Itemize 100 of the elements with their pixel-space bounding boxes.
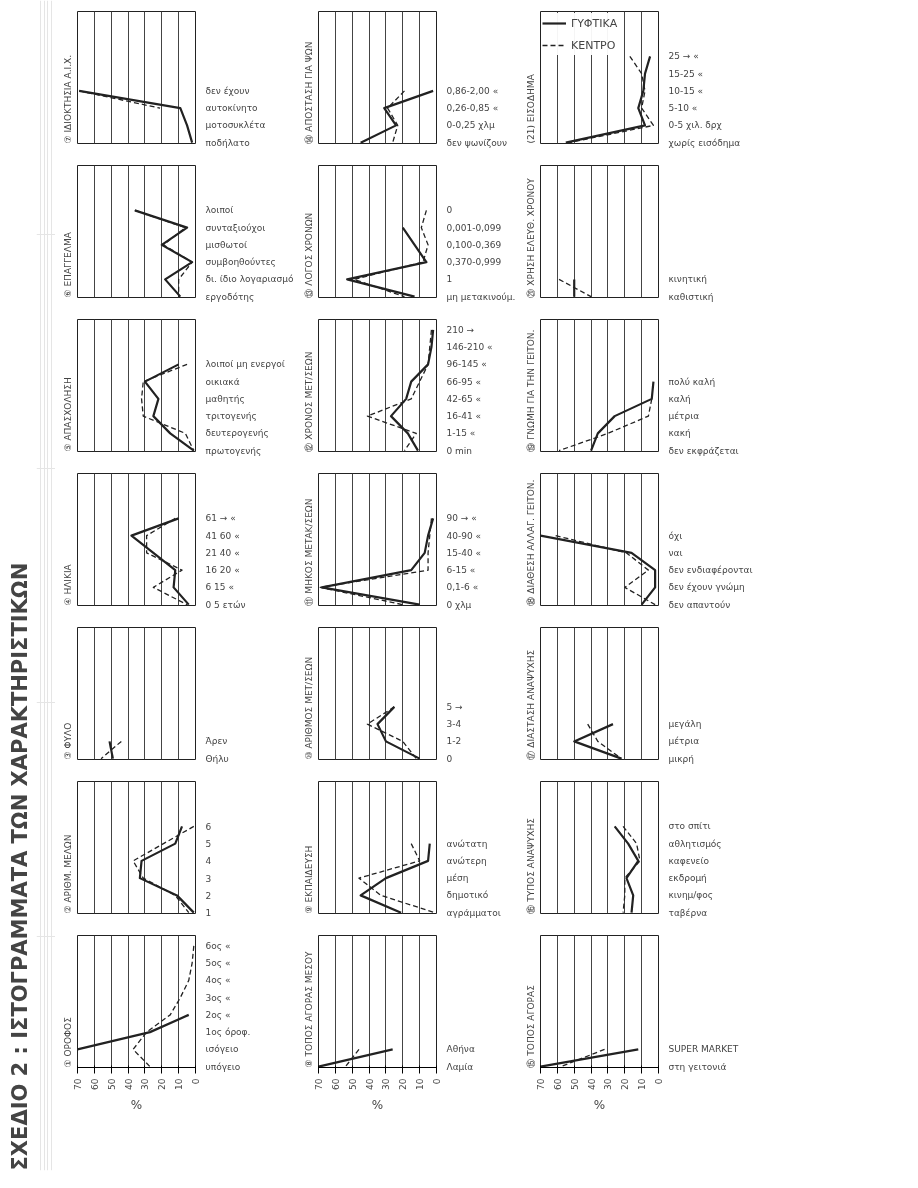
y-tick-label: 1-15 « xyxy=(446,428,476,439)
y-tick-label: στο σπίτι xyxy=(668,821,711,832)
y-tick-label: 5 xyxy=(205,839,212,850)
legend-label: ΓΥΦΤΙΚΑ xyxy=(571,16,618,30)
y-tick-label: μοτοσυκλέτα xyxy=(205,120,266,131)
y-tick-label: εργοδότης xyxy=(205,291,255,302)
x-tick-label: 70 xyxy=(73,1078,83,1090)
text: ⑩ ΑΡΙΘΜΟΣ ΜΕΤ/ΣΕΩΝ xyxy=(303,656,314,760)
y-tick-label: κακή xyxy=(668,428,691,439)
y-tick-label: αυτοκίνητο xyxy=(205,103,259,114)
y-tick-label: δημοτικό xyxy=(446,890,489,901)
y-tick-label: κινημ/φος xyxy=(668,890,714,901)
x-tick-label: 50 xyxy=(569,1078,580,1090)
x-tick-label: 40 xyxy=(364,1078,375,1090)
x-tick-label: 10 xyxy=(637,1078,648,1090)
y-tick-label: 3ος « xyxy=(205,992,231,1003)
y-tick-label: 21 40 « xyxy=(205,547,240,558)
y-tick-label: 210 → xyxy=(446,324,475,335)
y-tick-label: 0 χλμ xyxy=(446,599,472,610)
chart-title: ⑧ ΤΟΠΟΣ ΑΓΟΡΑΣ ΜΕΣΟΥ xyxy=(303,950,314,1068)
y-tick-label: 1 xyxy=(205,908,212,919)
y-tick-label: δεν έχουν xyxy=(205,85,250,96)
y-tick-label: συμβοηθούντες xyxy=(205,257,276,268)
y-tick-label: 146-210 « xyxy=(446,342,493,353)
x-tick-label: 0 xyxy=(432,1078,442,1085)
y-tick-label: μέτρια xyxy=(668,411,700,422)
y-tick-label: αγράμματοι xyxy=(446,907,501,918)
y-tick-label: SUPER MARKET xyxy=(668,1044,739,1055)
y-tick-label: ανώτατη xyxy=(446,838,488,849)
text: ① ΟΡΟΦΟΣ xyxy=(62,1016,73,1068)
chart-title: ⑮ ΤΟΠΟΣ ΑΓΟΡΑΣ xyxy=(525,984,536,1068)
y-tick-label: ταβέρνα xyxy=(668,907,708,918)
x-tick-label: 30 xyxy=(381,1078,392,1090)
y-tick-label: 42-65 « xyxy=(446,393,482,404)
y-tick-label: κινητική xyxy=(668,274,708,285)
y-tick-label: μαθητής xyxy=(205,393,245,404)
x-tick-label: 20 xyxy=(157,1078,168,1090)
text: ⑯ ΤΥΠΟΣ ΑΝΑΨΥΧΗΣ xyxy=(525,817,536,914)
y-tick-label: 96-145 « xyxy=(446,359,487,370)
y-tick-label: 10-15 « xyxy=(668,85,704,96)
y-tick-label: εκδρομή xyxy=(668,873,707,884)
x-tick-label: 10 xyxy=(174,1078,185,1090)
x-tick-label: 70 xyxy=(314,1078,324,1090)
text: ΣΧΕΔΙΟ 2 : ΙΣΤΟΓΡΑΜΜΑΤΑ ΤΩΝ ΧΑΡΑΚΤΗΡΙΣΤΙΚΩΝ xyxy=(7,562,32,1171)
y-tick-label: 6ος « xyxy=(205,940,231,951)
x-tick-label: 70 xyxy=(536,1078,546,1090)
y-tick-label: 1-2 xyxy=(446,736,462,747)
x-tick-label: 20 xyxy=(398,1078,409,1090)
y-tick-label: 0,001-0,099 xyxy=(446,222,502,233)
y-tick-label: αθλητισμός xyxy=(668,838,722,849)
y-tick-label: 1ος όροφ. xyxy=(205,1027,251,1038)
y-tick-label: τριτογενής xyxy=(205,411,257,422)
text: ⑤ ΑΠΑΣΧΟΛΗΣΗ xyxy=(62,377,73,452)
x-tick-label: 40 xyxy=(586,1078,597,1090)
y-tick-label: 5-10 « xyxy=(668,103,698,114)
y-tick-label: υπόγειο xyxy=(205,1061,241,1072)
y-tick-label: δι. ίδιο λογαριασμό xyxy=(205,274,294,285)
y-tick-label: 3 xyxy=(205,873,212,884)
y-tick-label: 4ος « xyxy=(205,975,231,986)
y-tick-label: χωρίς εισόδημα xyxy=(668,137,741,148)
y-tick-label: 4 xyxy=(205,856,212,867)
y-tick-label: 0,86-2,00 « xyxy=(446,85,499,96)
x-tick-label: 50 xyxy=(347,1078,358,1090)
y-tick-label: 5ος « xyxy=(205,958,231,969)
y-tick-label: 41 60 « xyxy=(205,530,240,541)
x-tick-label: 40 xyxy=(123,1078,134,1090)
text: ⑨ ΕΚΠΑΙΔΕΥΣΗ xyxy=(303,845,314,914)
y-tick-label: 16 20 « xyxy=(205,565,240,576)
y-tick-label: μέτρια xyxy=(668,736,700,747)
y-tick-label: καλή xyxy=(668,393,691,404)
y-tick-label: όχι xyxy=(668,530,683,541)
y-tick-label: δεν ψωνίζουν xyxy=(446,137,507,148)
y-tick-label: ποδήλατο xyxy=(205,137,251,148)
y-tick-label: πολύ καλή xyxy=(668,376,716,387)
y-tick-label: 6 15 « xyxy=(205,582,234,593)
y-tick-label: δεν εκφράζεται xyxy=(668,445,739,456)
y-tick-label: συνταξιούχοι xyxy=(205,222,266,233)
y-tick-label: 61 → « xyxy=(205,513,236,524)
y-tick-label: 2 xyxy=(205,890,212,901)
y-tick-label: μη μετακινούμ. xyxy=(446,291,516,302)
y-tick-label: 40-90 « xyxy=(446,530,482,541)
text: ⑱ ΔΙΑΘΕΣΗ ΑΛΛΑΓ. ΓΕΙΤΟΝ. xyxy=(525,479,536,606)
y-tick-label: μέση xyxy=(446,873,469,884)
y-tick-label: 15-25 « xyxy=(668,68,704,79)
y-tick-label: Αθήνα xyxy=(446,1044,475,1055)
y-tick-label: 1 xyxy=(446,274,453,285)
y-tick-label: δεν έχουν γνώμη xyxy=(668,582,745,593)
y-tick-label: στη γειτονιά xyxy=(668,1061,727,1072)
y-tick-label: 90 → « xyxy=(446,513,477,524)
y-tick-label: 3-4 xyxy=(446,719,462,730)
x-axis-title: % xyxy=(593,1097,606,1112)
y-tick-label: 0,370-0,999 xyxy=(446,257,502,268)
y-tick-label: 25 → « xyxy=(668,51,699,62)
y-tick-label: δεν ενδιαφέρονται xyxy=(668,565,753,576)
y-tick-label: πρωτογενής xyxy=(205,445,262,456)
y-tick-label: 0,100-0,369 xyxy=(446,239,502,250)
y-tick-label: 2ος « xyxy=(205,1009,231,1020)
x-tick-label: 0 xyxy=(654,1078,664,1085)
x-tick-label: 0 xyxy=(191,1078,201,1085)
text: ⑫ ΧΡΟΝΟΣ ΜΕΤ/ΣΕΩΝ xyxy=(303,351,314,452)
